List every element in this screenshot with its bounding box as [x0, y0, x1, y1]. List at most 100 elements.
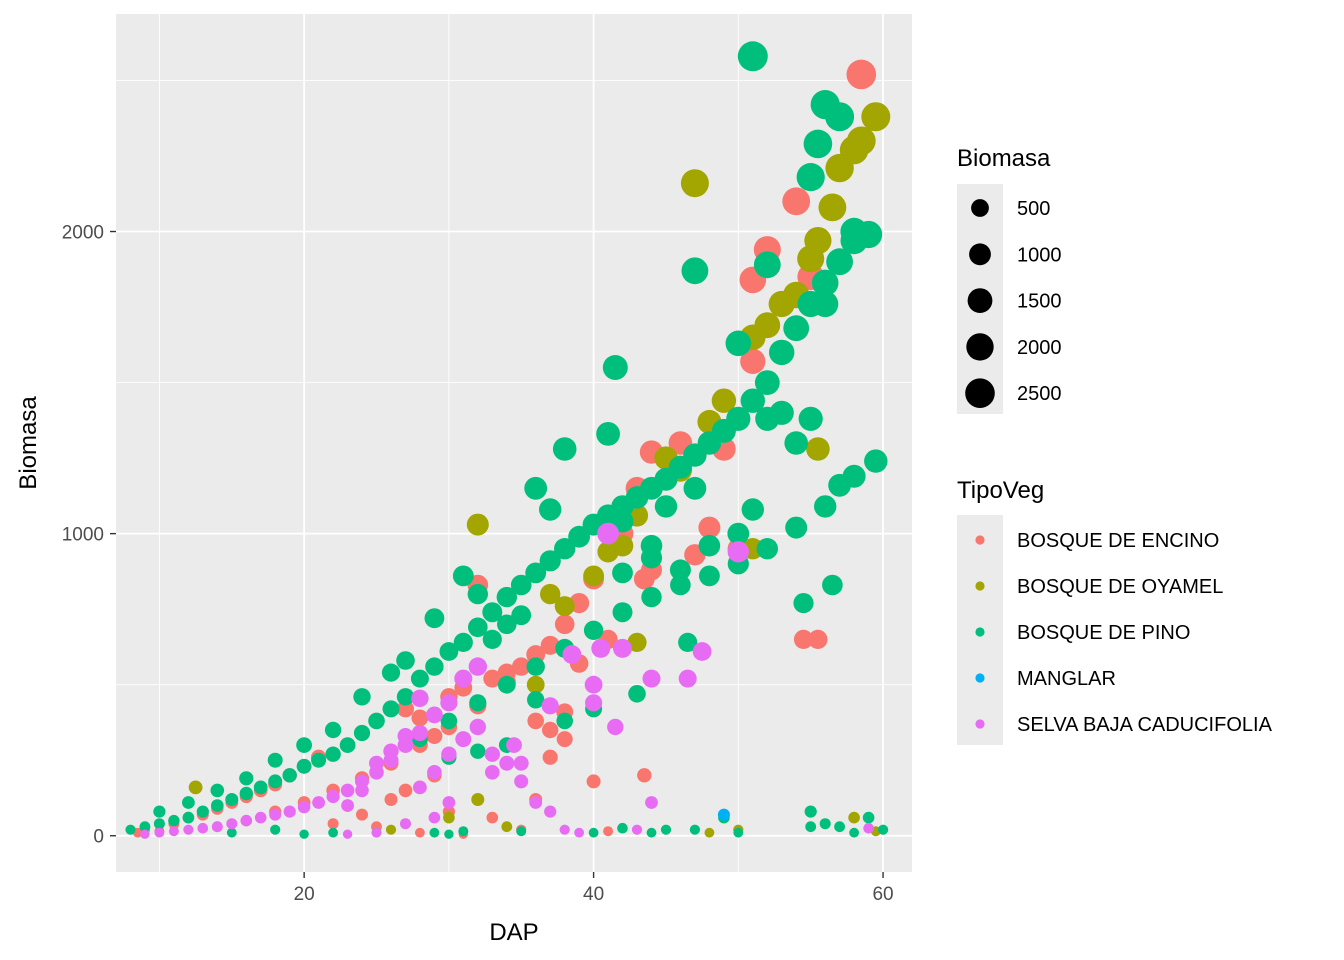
data-point	[153, 818, 165, 830]
data-point	[506, 737, 522, 753]
data-point	[426, 706, 443, 724]
color-legend-title: TipoVeg	[957, 477, 1044, 504]
data-point	[211, 799, 224, 812]
data-point	[670, 574, 691, 596]
data-point	[754, 312, 781, 339]
y-tick-label: 0	[93, 827, 104, 848]
data-point	[396, 688, 415, 706]
data-point	[296, 737, 312, 753]
data-point	[283, 805, 296, 818]
data-point	[878, 824, 889, 835]
data-point	[793, 593, 814, 614]
data-point	[611, 534, 634, 557]
data-point	[805, 821, 817, 833]
data-point	[725, 330, 752, 357]
data-point	[678, 669, 697, 688]
size-legend: Biomasa 500 1000 1500 2000 2500	[957, 145, 1062, 414]
data-point	[678, 632, 698, 653]
size-legend-label: 2000	[1017, 337, 1062, 359]
data-point	[769, 339, 795, 366]
data-point	[540, 583, 561, 605]
data-point	[804, 227, 832, 255]
data-point	[785, 516, 808, 539]
data-point	[516, 826, 527, 837]
data-point	[384, 793, 398, 806]
data-point	[326, 789, 340, 804]
data-point	[669, 559, 691, 581]
data-point	[840, 217, 868, 246]
data-point	[397, 728, 414, 744]
data-point	[452, 565, 474, 587]
data-point	[353, 688, 371, 706]
data-point	[483, 669, 502, 688]
data-point	[471, 793, 485, 806]
data-point	[454, 669, 473, 688]
data-point	[733, 827, 744, 838]
data-point	[369, 755, 384, 771]
data-points	[125, 41, 891, 839]
data-point	[814, 495, 837, 518]
data-point	[727, 522, 750, 545]
data-point	[340, 783, 355, 798]
data-point	[328, 827, 338, 838]
data-point	[756, 538, 778, 560]
size-legend-key	[966, 333, 994, 361]
data-point	[849, 827, 859, 838]
data-point	[470, 743, 486, 759]
data-point	[717, 808, 730, 821]
data-point	[711, 388, 737, 413]
data-point	[585, 694, 603, 712]
data-point	[396, 651, 415, 670]
data-point	[139, 821, 151, 833]
data-point	[496, 586, 517, 608]
data-point	[583, 565, 604, 587]
data-point	[268, 774, 283, 789]
data-point	[552, 437, 577, 461]
data-point	[784, 431, 808, 455]
data-point	[226, 818, 238, 830]
data-point	[596, 422, 620, 446]
data-point	[527, 691, 545, 709]
size-legend-label: 1000	[1017, 244, 1062, 266]
data-point	[612, 602, 633, 623]
color-legend-key	[975, 719, 985, 729]
data-point	[798, 406, 823, 431]
data-point	[182, 811, 195, 824]
data-point	[602, 355, 628, 380]
data-point	[240, 814, 252, 827]
data-point	[641, 586, 662, 608]
data-point	[727, 541, 749, 563]
data-point	[468, 657, 487, 676]
data-point	[440, 712, 458, 730]
data-point	[424, 608, 445, 629]
data-point	[510, 574, 532, 596]
data-point	[441, 746, 457, 762]
data-point	[834, 821, 845, 833]
data-point	[168, 814, 180, 827]
data-point	[341, 799, 354, 812]
data-point	[382, 700, 400, 718]
data-point	[796, 163, 825, 192]
data-point	[466, 513, 489, 536]
data-point	[299, 829, 309, 839]
data-point	[225, 793, 239, 806]
color-legend: TipoVeg BOSQUE DE ENCINO BOSQUE DE OYAMEL…	[957, 477, 1273, 745]
data-point	[769, 400, 794, 425]
color-legend-label: BOSQUE DE ENCINO	[1017, 530, 1219, 552]
data-point	[497, 614, 517, 635]
data-point	[603, 826, 614, 837]
data-point	[753, 251, 781, 279]
data-point	[398, 783, 413, 798]
data-point	[562, 645, 582, 664]
x-tick-label: 20	[294, 884, 315, 905]
data-point	[825, 102, 855, 132]
data-point	[597, 522, 619, 545]
data-point	[485, 765, 500, 780]
data-point	[226, 827, 237, 838]
data-point	[443, 811, 455, 824]
size-legend-label: 2500	[1017, 383, 1062, 405]
data-point	[754, 370, 780, 395]
data-point	[511, 605, 532, 626]
data-point	[556, 712, 573, 730]
